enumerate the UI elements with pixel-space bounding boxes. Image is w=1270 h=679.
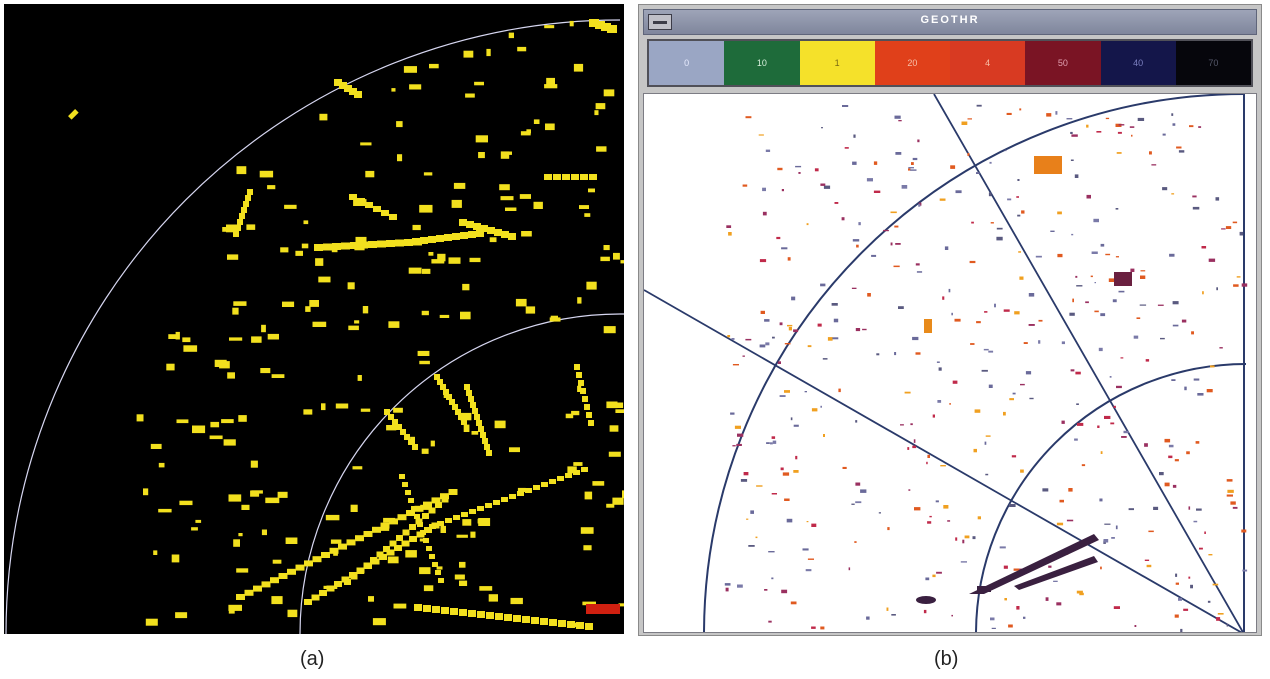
legend-swatch: 50 (1025, 41, 1101, 85)
echo-returns (724, 104, 1248, 632)
isolated-echo (68, 109, 79, 120)
legend-swatch: 40 (1100, 41, 1176, 85)
clutter-echo (586, 604, 620, 614)
color-scale-legend: 0 10 1 20 4 50 40 70 (647, 39, 1253, 87)
legend-swatch: 0 (649, 41, 725, 85)
range-ring-outer (5, 19, 621, 634)
window-titlebar[interactable]: GEOTHR (643, 9, 1257, 35)
caption-b: (b) (934, 648, 959, 670)
echo-blob (977, 586, 991, 592)
legend-swatch: 70 (1175, 41, 1251, 85)
echo-blob (916, 596, 936, 604)
window-menu-icon[interactable] (648, 14, 672, 30)
echo-streak (969, 534, 1099, 594)
window-title: GEOTHR (920, 14, 980, 26)
radar-image-a (5, 19, 624, 634)
range-ring-inner (975, 363, 1247, 632)
echo-returns (136, 19, 624, 630)
range-ring-outer (703, 94, 1245, 632)
radar-plot-canvas (643, 93, 1257, 633)
echo-cluster (924, 319, 932, 333)
legend-swatch: 10 (724, 41, 800, 85)
caption-a: (a) (300, 648, 325, 670)
echo-streak (1014, 556, 1098, 590)
radar-display-panel-a (4, 4, 624, 634)
radar-image-b (644, 94, 1248, 632)
azimuth-line-1 (933, 94, 1244, 632)
azimuth-line-2 (644, 289, 1243, 632)
range-ring-inner (299, 313, 624, 634)
legend-swatch: 20 (874, 41, 950, 85)
legend-swatch: 1 (799, 41, 875, 85)
echo-cluster (1034, 156, 1062, 174)
echo-cluster (1114, 272, 1132, 286)
legend-swatch: 4 (950, 41, 1026, 85)
radar-window-panel-b: GEOTHR 0 10 1 20 4 50 40 70 (638, 4, 1262, 636)
